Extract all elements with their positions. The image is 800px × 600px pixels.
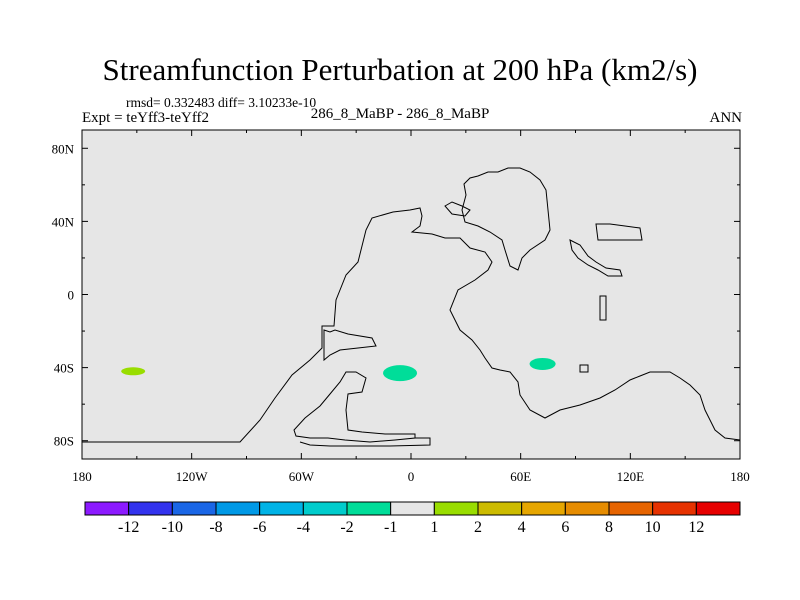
x-tick-label: 60W — [289, 469, 315, 484]
anomaly-region — [383, 365, 418, 382]
colorbar-swatch — [302, 501, 348, 516]
colorbar-swatch — [652, 501, 697, 516]
x-tick-label: 60E — [510, 469, 531, 484]
x-tick-label: 120W — [176, 469, 209, 484]
anomaly-region — [529, 357, 556, 370]
y-tick-label: 80S — [54, 434, 74, 449]
colorbar-swatch — [608, 501, 654, 516]
colorbar-swatch — [695, 501, 741, 516]
colorbar-swatch — [477, 501, 523, 516]
colorbar-swatch — [84, 501, 130, 516]
colorbar-label: -12 — [118, 519, 139, 536]
y-tick-label: 40S — [54, 361, 74, 376]
chart-title: Streamfunction Perturbation at 200 hPa (… — [102, 52, 698, 87]
plot-area — [82, 130, 740, 459]
colorbar-label: -2 — [340, 519, 353, 536]
colorbar-label: 10 — [645, 519, 661, 536]
colorbar-swatch — [346, 501, 392, 516]
y-tick-label: 0 — [68, 288, 75, 303]
x-tick-label: 0 — [408, 469, 415, 484]
colorbar-label: -8 — [209, 519, 222, 536]
experiment-label: Expt = teYff3-teYff2 — [82, 110, 210, 126]
colorbar-label: -10 — [162, 519, 183, 536]
season-label: ANN — [709, 110, 743, 126]
colorbar-swatch — [259, 501, 304, 516]
colorbar-label: 8 — [605, 519, 613, 536]
continent-outlines — [82, 167, 741, 447]
colorbar-label: -1 — [384, 519, 397, 536]
colorbar-swatch — [521, 501, 566, 516]
anomaly-region — [121, 367, 146, 376]
case-label: 286_8_MaBP - 286_8_MaBP — [310, 106, 490, 122]
colorbar-swatch — [215, 501, 261, 516]
colorbar-swatch — [390, 501, 435, 516]
y-tick-label: 80N — [52, 141, 75, 156]
colorbar-swatch — [564, 501, 610, 516]
colorbar-label: 4 — [518, 519, 526, 536]
x-tick-label: 180 — [72, 469, 92, 484]
rmsd-diff-text: rmsd= 0.332483 diff= 3.10233e-10 — [126, 95, 317, 110]
colorbar-label: 6 — [561, 519, 569, 536]
colorbar-label: 2 — [474, 519, 482, 536]
colorbar-swatch — [128, 501, 173, 516]
colorbar-label: 12 — [688, 519, 704, 536]
x-tick-label: 120E — [617, 469, 645, 484]
colorbar-label: 1 — [430, 519, 438, 536]
colorbar-swatch — [171, 501, 217, 516]
y-tick-label: 40N — [52, 214, 75, 229]
x-tick-label: 180 — [730, 469, 750, 484]
colorbar-label: -4 — [297, 519, 310, 536]
colorbar-swatch — [433, 501, 479, 516]
colorbar-label: -6 — [253, 519, 266, 536]
